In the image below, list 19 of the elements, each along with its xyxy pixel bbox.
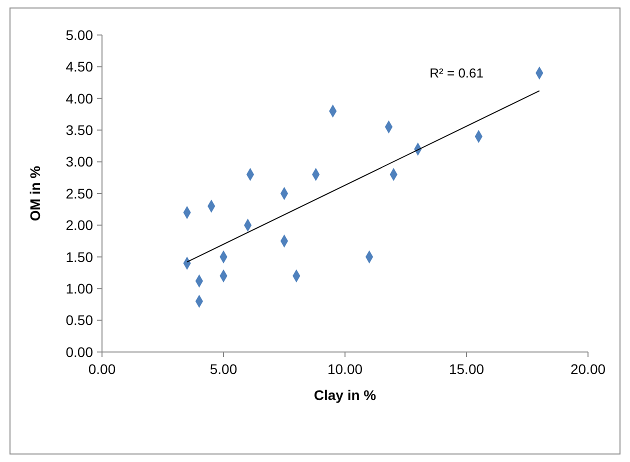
x-tick-label: 5.00 <box>210 361 238 377</box>
y-axis-title: OM in % <box>27 165 43 222</box>
y-tick-label: 3.50 <box>66 122 94 138</box>
y-tick-label: 4.00 <box>66 90 94 106</box>
y-tick-label: 0.50 <box>66 312 94 328</box>
y-tick-label: 5.00 <box>66 26 94 43</box>
y-tick-label: 4.50 <box>66 58 94 75</box>
y-tick-label: 1.50 <box>66 248 94 265</box>
y-tick-label: 2.00 <box>66 217 94 234</box>
x-tick-label: 10.00 <box>327 361 363 377</box>
x-tick-label: 15.00 <box>448 361 484 377</box>
y-tick-label: 0.00 <box>66 344 94 360</box>
y-tick-label: 2.50 <box>66 185 94 202</box>
y-tick-label: 1.00 <box>66 280 94 296</box>
x-axis-title: Clay in % <box>314 387 377 403</box>
y-tick-label: 3.00 <box>66 154 94 170</box>
annotation: R² = 0.61 <box>430 66 484 81</box>
x-tick-label: 20.00 <box>570 361 606 377</box>
x-tick-label: 0.00 <box>88 361 116 377</box>
